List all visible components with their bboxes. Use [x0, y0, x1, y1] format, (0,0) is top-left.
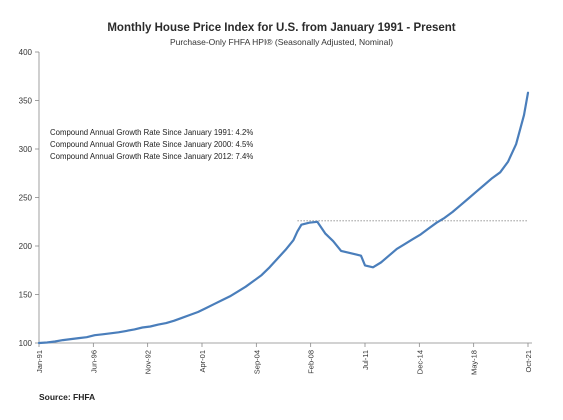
- y-tick-label: 250: [19, 194, 33, 203]
- x-tick-group: Jan-91 Jun-96 Nov-92 Apr-01 Sep-04 Feb-08 Jul-…: [35, 343, 533, 375]
- series-line: [37, 91, 530, 345]
- source-note: Source: FHFA: [39, 392, 96, 402]
- x-tick-label: Nov-92: [144, 350, 153, 374]
- annotation-cagr-2000: Compound Annual Growth Rate Since Januar…: [50, 140, 253, 149]
- y-tick-label: 100: [19, 339, 33, 348]
- y-tick-label: 400: [19, 48, 33, 57]
- x-tick-label: Jun-96: [89, 350, 98, 373]
- y-tick-label: 200: [19, 242, 33, 251]
- chart-title: Monthly House Price Index for U.S. from …: [107, 22, 456, 34]
- y-tick-label: 150: [19, 291, 33, 300]
- annotation-box: Compound Annual Growth Rate Since Januar…: [50, 128, 253, 161]
- y-tick-group: 100 150 200 250 300 350 400: [19, 48, 39, 348]
- y-tick-label: 350: [19, 97, 33, 106]
- annotation-cagr-2012: Compound Annual Growth Rate Since Januar…: [50, 152, 253, 161]
- x-tick-label: Jan-91: [35, 350, 44, 373]
- x-tick-label: Apr-01: [198, 350, 207, 373]
- y-tick-label: 300: [19, 145, 33, 154]
- annotation-cagr-1991: Compound Annual Growth Rate Since Januar…: [50, 128, 253, 137]
- x-tick-label: Jul-11: [361, 350, 370, 370]
- x-tick-label: Sep-04: [252, 350, 261, 374]
- axes: [38, 52, 532, 344]
- x-tick-label: Oct-21: [524, 350, 533, 373]
- x-tick-label: Dec-14: [415, 350, 424, 374]
- plot-area: [37, 91, 530, 345]
- x-tick-label: Feb-08: [307, 350, 316, 374]
- chart-subtitle: Purchase-Only FHFA HPI® (Seasonally Adju…: [169, 37, 394, 47]
- x-tick-label: May-18: [470, 350, 479, 375]
